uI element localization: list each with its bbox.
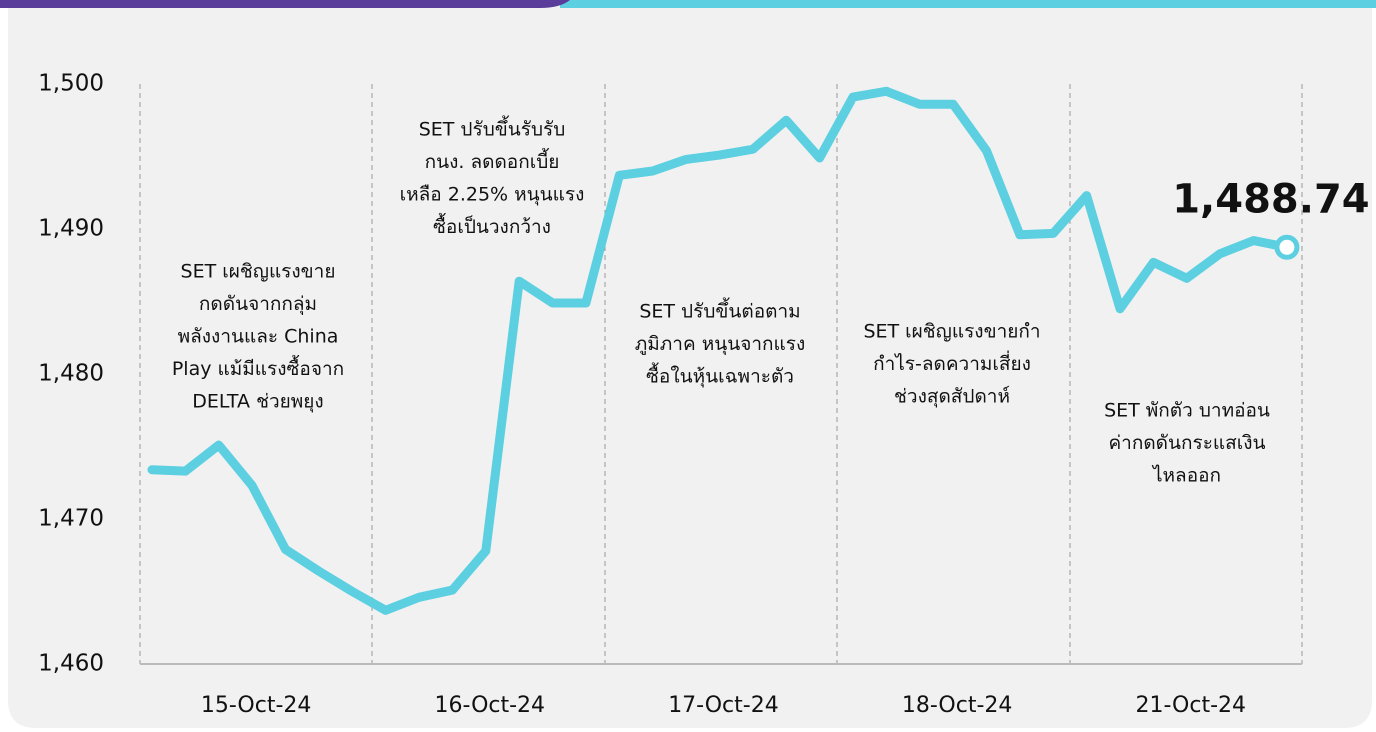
annotation: กำไร-ลดความเสี่ยง xyxy=(873,350,1031,375)
x-tick-label: 15-Oct-24 xyxy=(201,693,312,718)
day-separators xyxy=(139,84,1303,664)
annotation: ไหลออก xyxy=(1151,465,1221,487)
annotation: ภูมิภาค หนุนจากแรง xyxy=(635,333,806,356)
x-tick-label: 21-Oct-24 xyxy=(1136,693,1247,718)
annotation: SET ปรับขึ้นรับรับ xyxy=(419,116,566,141)
annotation: ค่ากดดันกระแสเงิน xyxy=(1108,432,1265,454)
annotation: ซื้อเป็นวงกว้าง xyxy=(433,213,551,238)
annotation: SET เผชิญแรงขาย xyxy=(181,261,336,283)
y-tick-label: 1,500 xyxy=(38,71,104,97)
card xyxy=(8,0,1372,728)
annotation: กนง. ลดดอกเบี้ย xyxy=(425,148,560,173)
annotation: ช่วงสุดสัปดาห์ xyxy=(894,386,1010,409)
y-tick-label: 1,460 xyxy=(38,651,104,677)
annotation: DELTA ช่วยพยุง xyxy=(192,391,323,414)
series-line xyxy=(147,86,1292,615)
y-tick-label: 1,490 xyxy=(38,216,104,242)
y-tick-label: 1,480 xyxy=(38,361,104,387)
annotation: พลังงานและ China xyxy=(178,326,339,348)
top-bar-purple xyxy=(0,0,570,8)
end-point xyxy=(1274,234,1300,260)
top-bar-cyan xyxy=(560,0,1376,8)
annotation: SET ปรับขึ้นต่อตาม xyxy=(639,298,800,323)
annotation: กดดันจากกลุ่ม xyxy=(199,293,317,316)
annotation: Play แม้มีแรงซื้อจาก xyxy=(172,355,344,380)
y-tick-label: 1,470 xyxy=(38,506,104,532)
annotation: SET เผชิญแรงขายกำ xyxy=(863,321,1040,343)
x-tick-label: 18-Oct-24 xyxy=(902,693,1013,718)
annotation: เหลือ 2.25% หนุนแรง xyxy=(400,184,585,207)
annotation: SET พักตัว บาทอ่อน xyxy=(1104,400,1270,422)
value-label: 1,488.74 xyxy=(1172,176,1369,222)
x-tick-label: 17-Oct-24 xyxy=(668,693,779,718)
annotation: ซื้อในหุ้นเฉพาะตัว xyxy=(646,363,794,389)
x-tick-label: 16-Oct-24 xyxy=(435,693,546,718)
